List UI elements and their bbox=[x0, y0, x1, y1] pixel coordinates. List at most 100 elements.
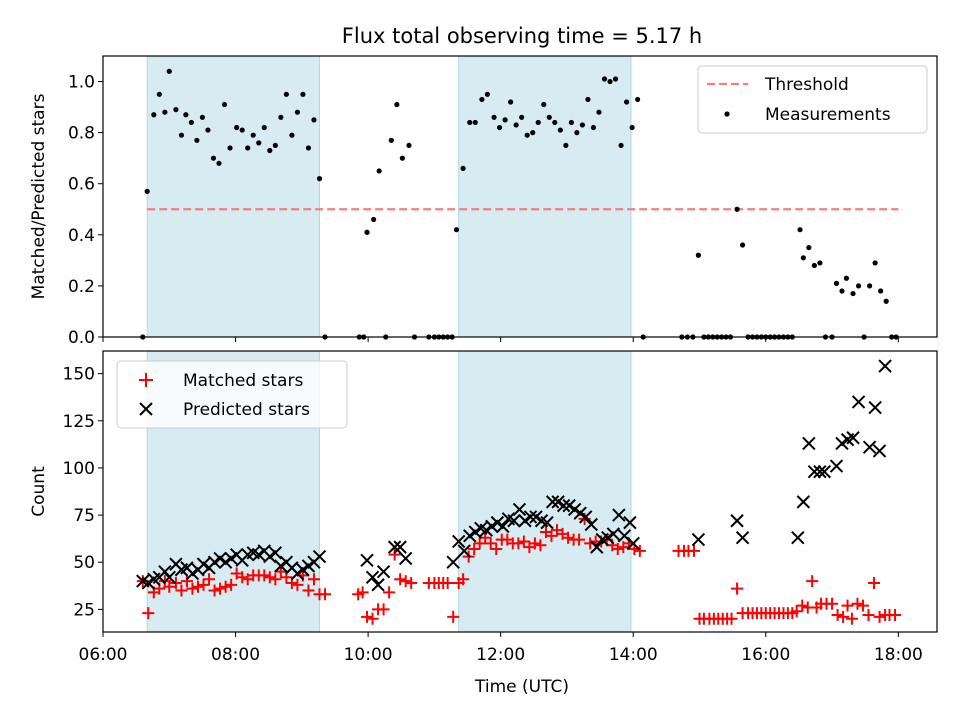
matched-star-point bbox=[142, 607, 155, 620]
predicted-star-point bbox=[387, 540, 402, 554]
predicted-star-point bbox=[556, 498, 571, 513]
legend-frame bbox=[116, 360, 348, 429]
observing-window-shading bbox=[146, 55, 632, 338]
predicted-star-point bbox=[872, 444, 887, 458]
matched-star-point bbox=[203, 573, 216, 586]
measurement-point bbox=[546, 114, 552, 120]
count-panel: 25 50 75 100 125 150 06:00 08:00 10:00 12:00 14:0… bbox=[29, 350, 938, 697]
measurement-point bbox=[878, 288, 884, 294]
matched-star-point bbox=[191, 580, 204, 593]
y-tick-label: 125 bbox=[63, 412, 95, 432]
measurement-point bbox=[272, 142, 278, 149]
predicted-star-point bbox=[846, 431, 860, 445]
x-tick-label: 08:00 bbox=[211, 645, 260, 665]
predicted-star-point bbox=[796, 495, 811, 509]
y-tick-label: 0.4 bbox=[68, 226, 95, 246]
matched-star-point bbox=[687, 544, 700, 557]
measurement-point bbox=[872, 260, 878, 266]
measurement-point bbox=[210, 155, 217, 161]
matched-star-point bbox=[405, 576, 418, 589]
measurement-point bbox=[144, 188, 150, 194]
predicted-star-point bbox=[507, 514, 521, 528]
matched-star-point bbox=[484, 537, 497, 550]
predicted-star-point bbox=[398, 551, 413, 566]
predicted-star-point bbox=[312, 549, 327, 564]
predicted-star-point bbox=[457, 544, 471, 558]
matched-star-point bbox=[790, 605, 803, 618]
measurement-point bbox=[883, 298, 889, 304]
matched-star-point bbox=[806, 575, 819, 588]
x-tick-label: 14:00 bbox=[609, 645, 658, 665]
predicted-star-point bbox=[807, 464, 822, 479]
matched-star-point bbox=[841, 599, 854, 612]
matched-star-point bbox=[889, 609, 902, 622]
matched-star-point bbox=[517, 535, 530, 548]
matched-star-point bbox=[573, 533, 586, 546]
measurement-point bbox=[623, 99, 630, 105]
measurement-point bbox=[166, 68, 172, 74]
matched-star-point bbox=[269, 573, 282, 586]
measurement-point bbox=[388, 137, 394, 143]
x-tick-label: 06:00 bbox=[79, 645, 128, 665]
measurement-point bbox=[484, 91, 491, 97]
measurement-point bbox=[173, 107, 179, 113]
measurement-point bbox=[734, 206, 740, 212]
measurement-point bbox=[467, 119, 473, 126]
x-tick-label: 12:00 bbox=[476, 645, 525, 665]
predicted-star-point bbox=[735, 530, 750, 545]
y-axis-ticks: 0.0 0.2 0.4 0.6 0.8 1.0 bbox=[68, 73, 103, 348]
predicted-stars-series bbox=[136, 359, 892, 592]
matched-star-point bbox=[831, 609, 844, 622]
measurement-point bbox=[221, 101, 228, 108]
legend-measurements-swatch bbox=[724, 111, 730, 117]
predicted-star-point bbox=[512, 502, 527, 517]
measurement-point bbox=[250, 132, 256, 138]
predicted-star-point bbox=[540, 515, 554, 530]
measurement-point bbox=[234, 124, 240, 131]
predicted-star-point bbox=[691, 532, 706, 547]
predicted-star-point bbox=[813, 464, 827, 479]
matched-star-point bbox=[851, 597, 864, 610]
y-axis-ticks: 25 50 75 100 125 150 bbox=[63, 365, 103, 620]
matched-star-point bbox=[725, 612, 738, 625]
matched-star-point bbox=[845, 612, 858, 625]
legend-predicted-swatch bbox=[139, 402, 153, 416]
measurement-point bbox=[283, 91, 289, 97]
measurement-point bbox=[453, 227, 460, 233]
predicted-star-point bbox=[590, 540, 604, 554]
matched-star-point bbox=[319, 588, 332, 601]
matched-star-point bbox=[528, 537, 541, 550]
matched-star-point bbox=[447, 610, 460, 623]
measurement-point bbox=[541, 101, 547, 108]
predicted-star-point bbox=[162, 570, 176, 585]
predicted-star-point bbox=[360, 553, 374, 568]
matched-star-point bbox=[377, 603, 390, 616]
measurement-point bbox=[491, 114, 497, 120]
predicted-star-point bbox=[393, 540, 407, 554]
predicted-star-point bbox=[584, 517, 598, 532]
predicted-star-point bbox=[376, 564, 391, 579]
measurement-point bbox=[585, 96, 591, 103]
matched-star-point bbox=[388, 548, 401, 561]
predicted-star-point bbox=[365, 570, 380, 585]
measurement-point bbox=[294, 109, 301, 115]
measurement-point bbox=[502, 117, 508, 123]
measurement-point bbox=[839, 288, 845, 294]
measurement-point bbox=[601, 76, 608, 82]
measurement-point bbox=[311, 117, 317, 123]
observing-window bbox=[458, 55, 632, 338]
measurement-point bbox=[479, 96, 485, 103]
matched-star-point bbox=[441, 576, 454, 589]
measurement-point bbox=[800, 255, 806, 261]
matched-star-point bbox=[826, 597, 839, 610]
y-axis-label: Matched/Predicted stars bbox=[29, 93, 49, 299]
matched-star-point bbox=[862, 609, 875, 622]
matched-star-point bbox=[169, 576, 182, 589]
y-tick-label: 150 bbox=[63, 365, 95, 385]
predicted-star-point bbox=[851, 395, 866, 409]
matched-star-point bbox=[225, 578, 238, 591]
measurement-point bbox=[596, 109, 602, 115]
measurement-point bbox=[739, 242, 746, 248]
matched-star-point bbox=[258, 569, 271, 582]
matched-star-point bbox=[186, 582, 199, 595]
